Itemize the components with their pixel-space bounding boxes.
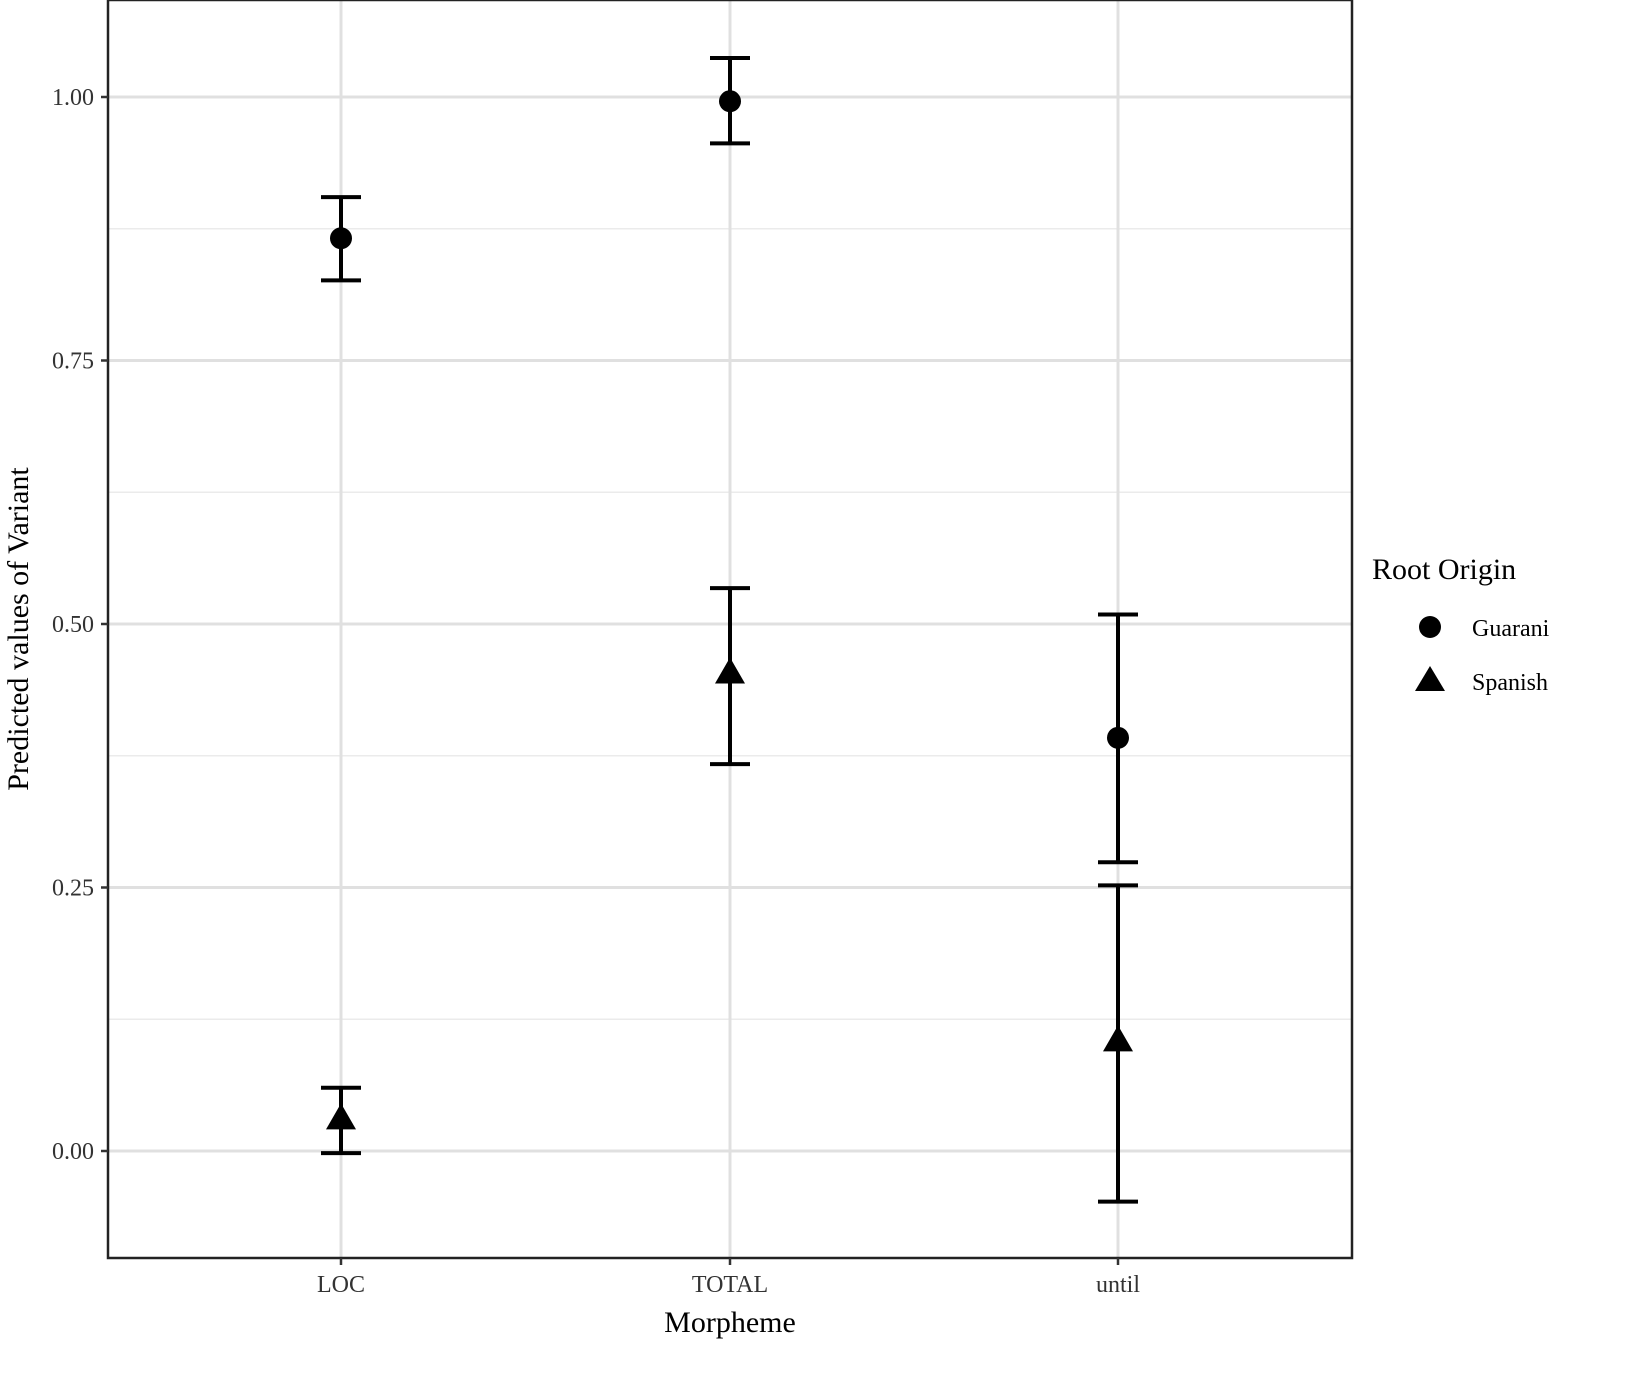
legend-label-guarani: Guarani [1472, 616, 1550, 642]
y-axis-title: Predicted values of Variant [2, 467, 35, 791]
circle-marker-icon [719, 90, 741, 113]
y-tick-label: 0.75 [52, 349, 94, 375]
circle-marker-icon [1107, 726, 1129, 749]
data-points [321, 56, 1138, 1204]
triangle-marker-icon [715, 657, 745, 684]
circle-marker-icon [330, 227, 352, 250]
errorbar-guarani [1098, 612, 1138, 865]
x-tick-label: until [1096, 1272, 1140, 1298]
legend-circle-icon [1419, 616, 1441, 638]
y-tick-label: 0.25 [52, 876, 94, 902]
errorbar-spanish [710, 586, 750, 767]
legend: Root Origin Guarani Spanish [1372, 553, 1550, 696]
x-axis-title: Morpheme [664, 1306, 796, 1339]
legend-triangle-icon [1415, 666, 1445, 691]
legend-title: Root Origin [1372, 553, 1516, 586]
y-tick-label: 0.00 [52, 1139, 94, 1165]
x-tick-label: TOTAL [692, 1272, 768, 1298]
x-tick-label: LOC [317, 1272, 365, 1298]
axes: 0.00 0.25 0.50 0.75 1.00 LOC TOTAL until [52, 85, 1140, 1298]
triangle-marker-icon [1103, 1025, 1133, 1052]
y-tick-label: 0.50 [52, 612, 94, 638]
triangle-marker-icon [326, 1103, 356, 1130]
errorbar-spanish [321, 1085, 361, 1156]
errorbar-guarani [321, 195, 361, 283]
errorbar-spanish [1098, 883, 1138, 1204]
legend-label-spanish: Spanish [1472, 670, 1548, 696]
errorbar-guarani [710, 56, 750, 146]
y-tick-label: 1.00 [52, 85, 94, 111]
